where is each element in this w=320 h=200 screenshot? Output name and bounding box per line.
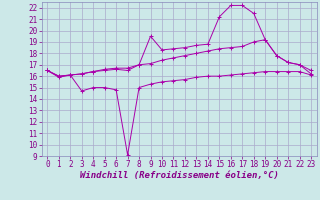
- X-axis label: Windchill (Refroidissement éolien,°C): Windchill (Refroidissement éolien,°C): [80, 171, 279, 180]
